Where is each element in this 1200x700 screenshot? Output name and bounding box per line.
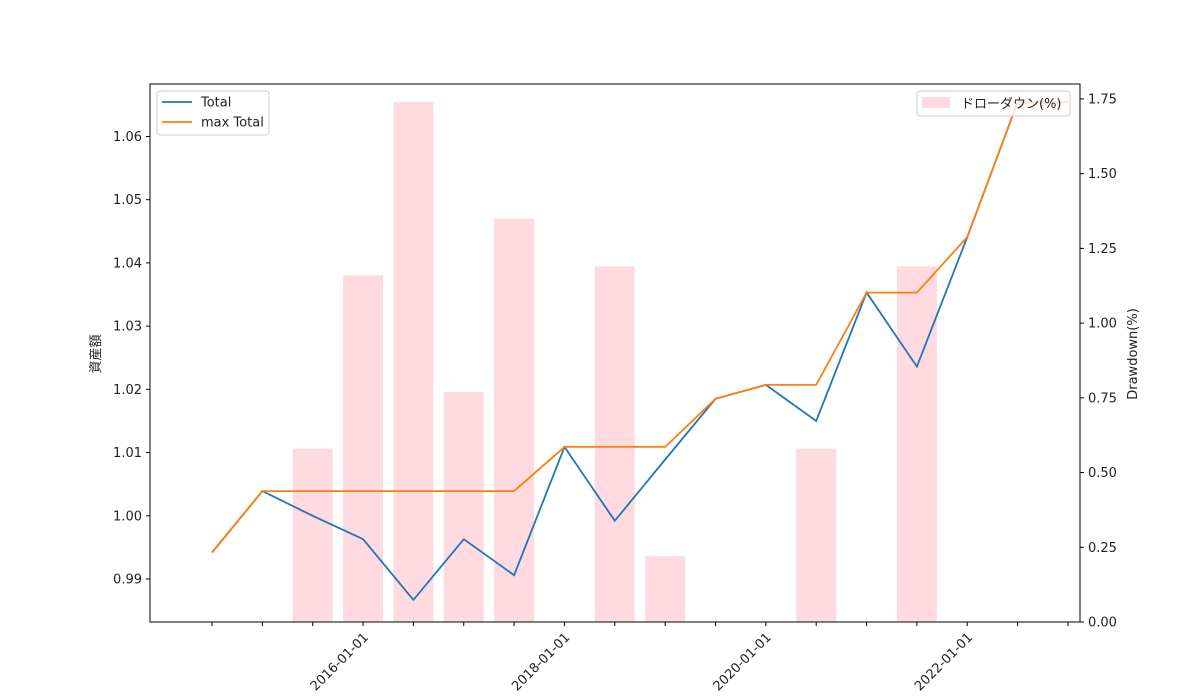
y2-tick-label: 0.50 <box>1088 466 1117 481</box>
y-tick-label: 1.05 <box>113 193 142 208</box>
y2-tick-label: 1.25 <box>1088 242 1117 257</box>
y-tick-label: 1.00 <box>113 509 142 524</box>
y2-tick-label: 1.00 <box>1088 317 1117 332</box>
drawdown-bar <box>796 448 837 622</box>
x-tick-label: 2022-01-01 <box>912 630 976 694</box>
drawdown-bar <box>494 218 535 622</box>
y-axis-left: 0.99 1.00 1.01 1.02 1.03 1.04 1.05 1.06 <box>113 130 150 588</box>
y-tick-label: 1.02 <box>113 383 142 398</box>
drawdown-bar <box>393 101 434 622</box>
y-tick-label: 1.04 <box>113 256 142 271</box>
y-tick-label: 1.03 <box>113 320 142 335</box>
y2-axis-label: Drawdown(%) <box>1126 308 1141 400</box>
drawdown-bar <box>292 448 333 622</box>
drawdown-bar <box>443 391 484 622</box>
y-tick-label: 1.06 <box>113 130 142 145</box>
series-line-total <box>211 101 1068 602</box>
y-axis-right: 0.00 0.25 0.50 0.75 1.00 1.25 1.50 1.75 <box>1080 92 1117 631</box>
legend-left: Total max Total <box>156 90 270 136</box>
legend-right: ドローダウン(%) <box>916 90 1071 117</box>
y2-tick-label: 0.00 <box>1088 616 1117 631</box>
series-line-max-total <box>211 101 1068 554</box>
drawdown-bars <box>292 101 937 622</box>
y2-tick-label: 0.25 <box>1088 541 1117 556</box>
y-axis-label: 資産額 <box>88 334 104 373</box>
legend-label: ドローダウン(%) <box>961 97 1062 112</box>
y2-tick-label: 0.75 <box>1088 391 1117 406</box>
y-tick-label: 1.01 <box>113 446 142 461</box>
legend-box <box>916 90 1071 117</box>
legend-label: max Total <box>201 116 264 131</box>
x-tick-label: 2016-01-01 <box>308 630 372 694</box>
y2-tick-label: 1.75 <box>1088 92 1117 107</box>
y-tick-label: 0.99 <box>113 573 142 588</box>
y2-tick-label: 1.50 <box>1088 167 1117 182</box>
series-lines <box>211 101 1068 602</box>
x-tick-label: 2018-01-01 <box>509 630 573 694</box>
x-axis: 2016-01-01 2018-01-01 2020-01-01 2022-01-01 <box>211 622 1069 694</box>
drawdown-bar <box>645 556 686 622</box>
x-tick-label: 2020-01-01 <box>711 630 775 694</box>
legend-swatch <box>922 97 950 108</box>
drawdown-bar <box>594 266 635 622</box>
drawdown-bar <box>343 275 384 622</box>
drawdown-bar <box>896 266 937 622</box>
legend-label: Total <box>200 96 231 111</box>
